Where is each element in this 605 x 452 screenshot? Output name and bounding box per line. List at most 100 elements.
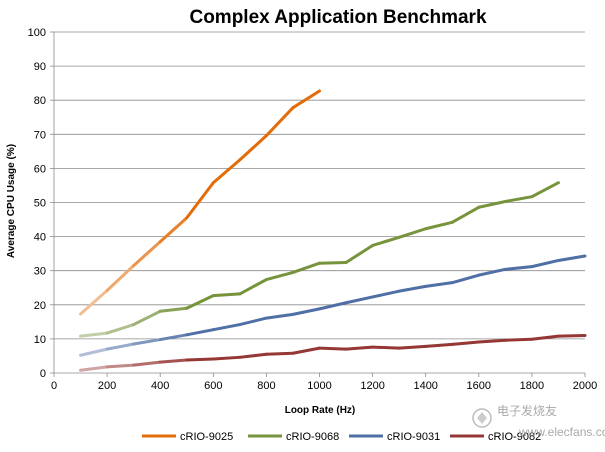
series-segment [399, 286, 426, 291]
series-segment [266, 108, 293, 136]
x-tick-label: 1600 [467, 380, 491, 392]
x-tick-label: 600 [204, 380, 222, 392]
legend-item: cRIO-9031 [349, 431, 440, 443]
series-segment [320, 263, 347, 264]
y-tick-label: 70 [34, 129, 46, 141]
series-segment [134, 242, 161, 266]
y-tick-label: 60 [34, 163, 46, 175]
series-segment [107, 365, 134, 367]
series-segment [160, 360, 187, 362]
series-segment [373, 237, 400, 245]
legend-label: cRIO-9031 [387, 431, 440, 443]
series-segment [240, 318, 267, 324]
x-axis-label: Loop Rate (Hz) [285, 405, 356, 416]
x-tick-label: 200 [98, 380, 116, 392]
x-tick-label: 0 [51, 380, 57, 392]
series-segment [320, 348, 347, 349]
series-segment [266, 314, 293, 318]
series-segment [320, 303, 347, 309]
series-segment [81, 349, 108, 355]
series-segment [346, 245, 373, 262]
y-tick-label: 50 [34, 198, 46, 210]
series-segment [160, 218, 187, 242]
x-tick-label: 1000 [307, 380, 331, 392]
series-segment [452, 342, 479, 344]
series-segment [266, 272, 293, 279]
series-segment [505, 267, 532, 270]
series-segment [532, 260, 559, 266]
series-segment [240, 280, 267, 294]
chart-title: Complex Application Benchmark [189, 7, 486, 28]
watermark-url-text: www.elecfans.com [518, 425, 605, 439]
series-segment [213, 294, 240, 296]
series-segment [479, 269, 506, 275]
y-tick-label: 20 [34, 300, 46, 312]
series-segment [558, 256, 585, 260]
series-segment [452, 275, 479, 283]
x-tick-label: 800 [257, 380, 275, 392]
series-segment [134, 340, 161, 344]
series-segment [187, 296, 214, 309]
series-segment [187, 183, 214, 218]
y-tick-label: 100 [28, 27, 46, 39]
series-segment [505, 339, 532, 340]
series-segment [213, 160, 240, 183]
x-tick-label: 400 [151, 380, 169, 392]
series-segment [107, 325, 134, 334]
series-segment [81, 333, 108, 336]
x-tick-label: 2000 [573, 380, 597, 392]
series-segment [81, 290, 108, 314]
series-segment [399, 229, 426, 238]
series-segment [266, 353, 293, 354]
series-segment [426, 283, 453, 287]
series-segment [134, 362, 161, 365]
legend-label: cRIO-9025 [180, 431, 233, 443]
x-tick-label: 1400 [413, 380, 437, 392]
series-segment [532, 183, 559, 197]
series-segment [373, 347, 400, 348]
x-tick-label: 1200 [360, 380, 384, 392]
y-tick-label: 80 [34, 95, 46, 107]
series-segment [452, 207, 479, 222]
series-segment [479, 340, 506, 342]
series-segment [346, 297, 373, 303]
series-segment [505, 197, 532, 202]
y-axis-label: Average CPU Usage (%) [6, 144, 17, 258]
series-segment [558, 335, 585, 336]
series-segment [426, 344, 453, 346]
series-segment [160, 308, 187, 311]
watermark-brand-text: 电子发烧友 [497, 403, 557, 418]
series-lines [80, 91, 585, 370]
legend-item: cRIO-9025 [142, 431, 233, 443]
series-segment [426, 222, 453, 228]
legend-item: cRIO-9068 [248, 431, 339, 443]
series-segment [293, 309, 320, 314]
series-segment [107, 266, 134, 291]
series-segment [346, 347, 373, 349]
watermark-logo-icon [473, 409, 491, 427]
series-cRIO-9068 [80, 183, 558, 337]
series-segment [240, 136, 267, 160]
y-tick-label: 0 [40, 368, 46, 380]
x-tick-label: 1800 [520, 380, 544, 392]
y-tick-label: 40 [34, 232, 46, 244]
y-tick-label: 90 [34, 61, 46, 73]
gridlines [54, 32, 585, 339]
series-segment [134, 311, 161, 324]
series-segment [240, 354, 267, 357]
y-tick-label: 10 [34, 334, 46, 346]
series-segment [293, 348, 320, 353]
y-tick-label: 30 [34, 266, 46, 278]
series-segment [187, 359, 214, 360]
series-segment [373, 291, 400, 297]
series-segment [81, 367, 108, 370]
series-segment [293, 91, 320, 108]
series-segment [107, 344, 134, 349]
series-segment [187, 330, 214, 335]
series-segment [399, 346, 426, 348]
series-segment [213, 357, 240, 359]
